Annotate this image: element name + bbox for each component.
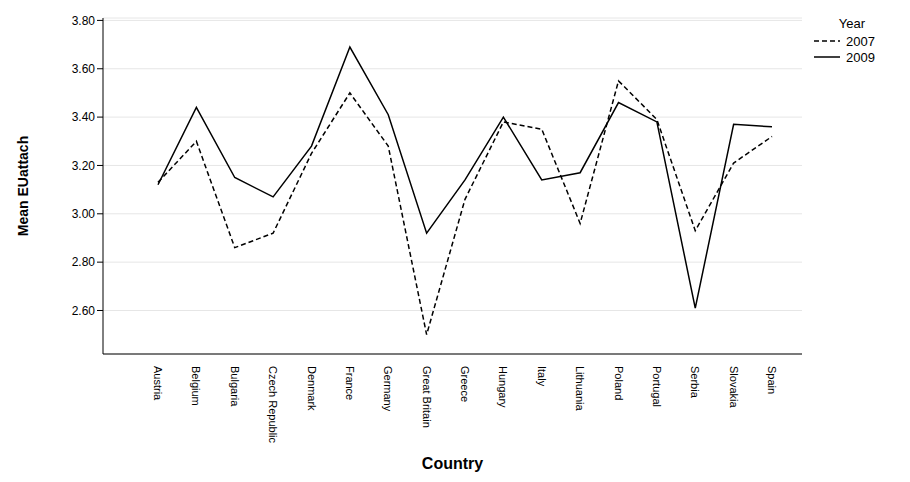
svg-text:Bulgaria: Bulgaria	[229, 366, 241, 407]
svg-text:Serbia: Serbia	[689, 366, 701, 399]
svg-text:Poland: Poland	[613, 366, 625, 400]
svg-text:Portugal: Portugal	[651, 366, 663, 407]
svg-text:3.80: 3.80	[72, 14, 96, 28]
svg-text:Country: Country	[422, 455, 483, 472]
svg-text:Greece: Greece	[459, 366, 471, 402]
html-text:2009: 2009	[846, 49, 875, 65]
html-text:Year: Year	[838, 16, 866, 31]
svg-text:Austria: Austria	[152, 366, 164, 401]
svg-text:Czech Republic: Czech Republic	[267, 366, 279, 444]
svg-text:Hungary: Hungary	[497, 366, 509, 408]
svg-text:3.20: 3.20	[72, 159, 96, 173]
svg-text:France: France	[344, 366, 356, 400]
svg-text:2.80: 2.80	[72, 255, 96, 269]
svg-text:Great Britain: Great Britain	[421, 366, 433, 428]
svg-text:2.60: 2.60	[72, 304, 96, 318]
svg-text:Germany: Germany	[382, 366, 394, 412]
svg-text:Lithuania: Lithuania	[574, 366, 586, 412]
svg-text:3.40: 3.40	[72, 110, 96, 124]
svg-text:Slovakia: Slovakia	[728, 366, 740, 408]
svg-text:Denmark: Denmark	[306, 366, 318, 411]
svg-text:Mean EUattach: Mean EUattach	[15, 136, 31, 236]
svg-text:Belgium: Belgium	[190, 366, 202, 406]
html-text:2007: 2007	[846, 33, 875, 49]
svg-text:Italy: Italy	[536, 366, 548, 387]
svg-text:3.60: 3.60	[72, 62, 96, 76]
svg-text:3.00: 3.00	[72, 207, 96, 221]
svg-text:Spain: Spain	[766, 366, 778, 394]
